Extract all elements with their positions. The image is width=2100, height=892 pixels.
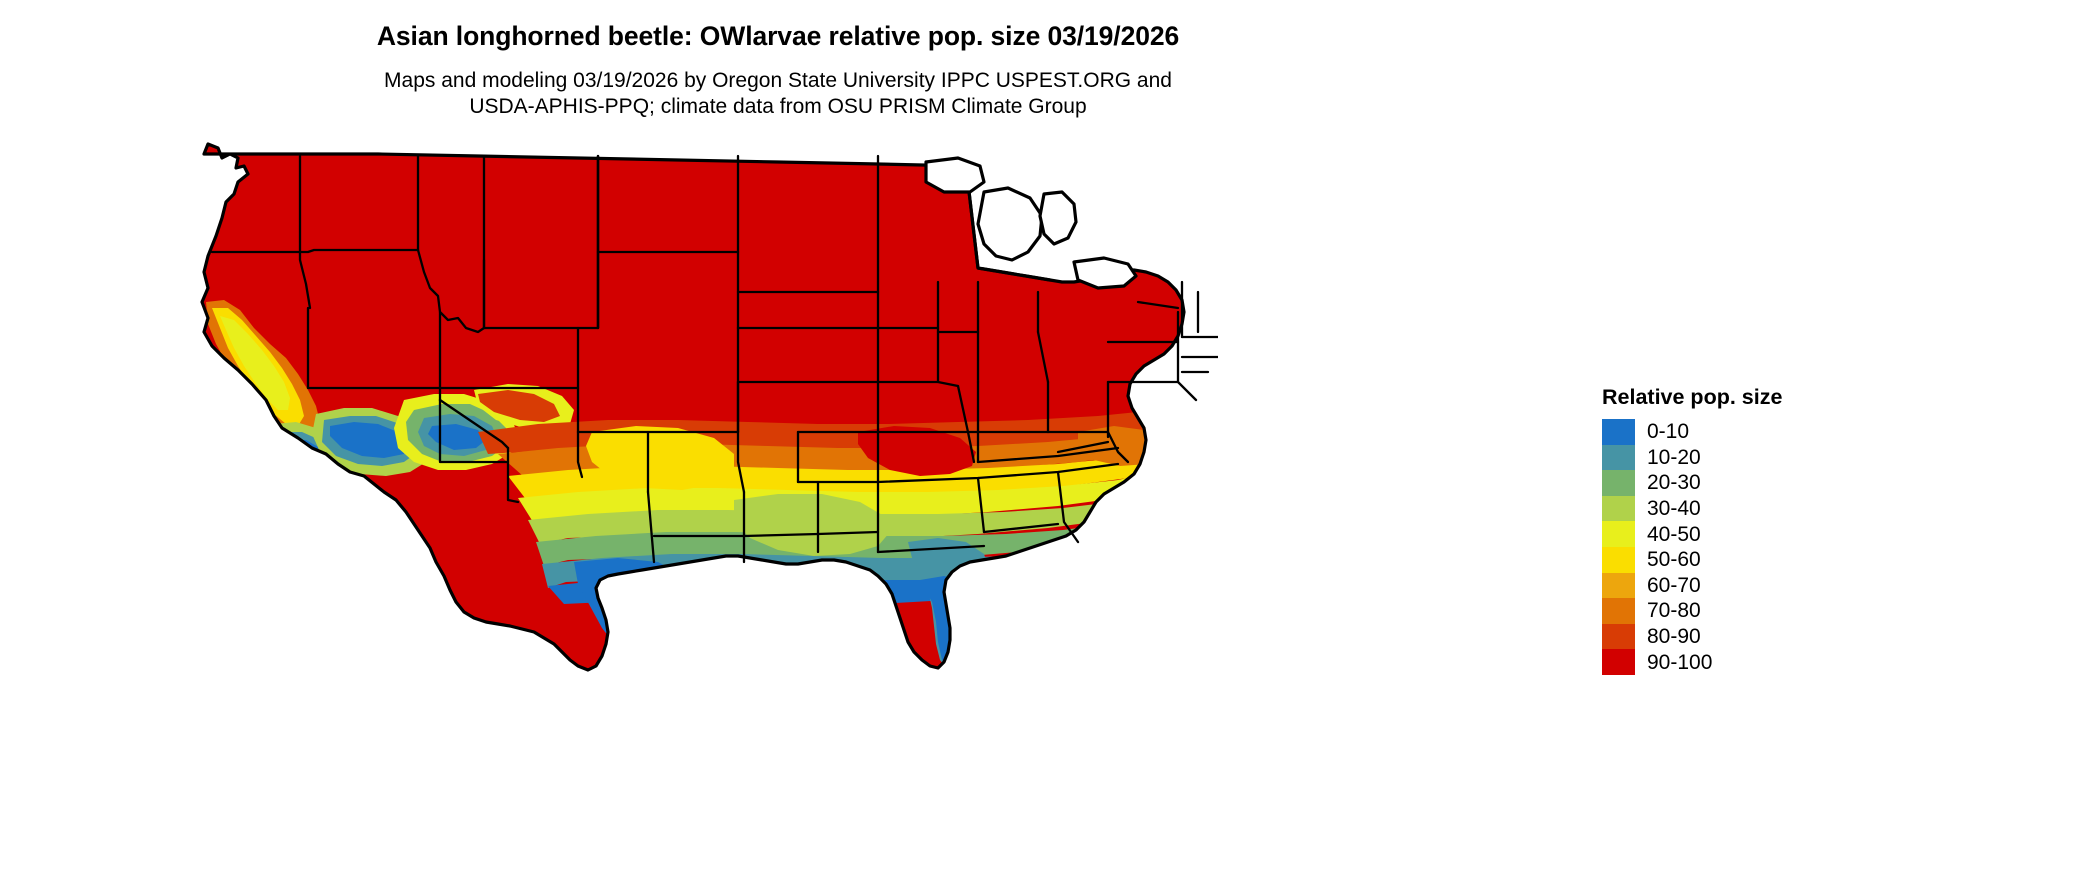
legend-item-label: 40-50: [1647, 522, 1701, 546]
al-ga-red-intrusion: [858, 426, 976, 476]
florida-keys: [948, 671, 972, 672]
band-0-10-colorado: [330, 422, 408, 458]
legend-color-swatch: [1602, 649, 1635, 675]
legend-item-label: 70-80: [1647, 599, 1701, 623]
map-legend: Relative pop. size 0-10 10-20 20-30 30-40 40…: [1602, 385, 1902, 675]
legend-rows: 0-10 10-20 20-30 30-40 40-50 50-60 60-70 70-80 8…: [1602, 419, 1902, 675]
map-subtitle: Maps and modeling 03/19/2026 by Oregon S…: [0, 68, 1556, 119]
legend-item-label: 80-90: [1647, 625, 1701, 649]
legend-color-swatch: [1602, 495, 1635, 522]
legend-item[interactable]: 10-20: [1602, 444, 1902, 471]
island-blob-1: [248, 460, 264, 468]
legend-item[interactable]: 50-60: [1602, 546, 1902, 573]
legend-item[interactable]: 40-50: [1602, 521, 1902, 547]
legend-item-label: 0-10: [1647, 420, 1690, 444]
legend-item-label: 60-70: [1647, 573, 1701, 597]
page-title: Asian longhorned beetle: OWlarvae relati…: [376, 21, 1180, 51]
etx-la-green: [734, 494, 890, 556]
legend-color-swatch: [1602, 521, 1635, 547]
legend-item[interactable]: 70-80: [1602, 598, 1902, 624]
legend-item[interactable]: 60-70: [1602, 572, 1902, 599]
band-40-50-ca: [220, 316, 290, 410]
legend-color-swatch: [1602, 623, 1635, 650]
legend-item[interactable]: 90-100: [1602, 649, 1902, 675]
legend-color-swatch: [1602, 598, 1635, 624]
legend-color-swatch: [1602, 546, 1635, 573]
map-header: Asian longhorned beetle: OWlarvae relati…: [0, 0, 1556, 119]
legend-item[interactable]: 20-30: [1602, 470, 1902, 496]
band-40-50-south: [518, 472, 1168, 522]
legend-item-label: 90-100: [1647, 650, 1713, 674]
island-blob-2: [264, 475, 276, 481]
us-choropleth-map: [178, 132, 1218, 672]
national-boundary: [200, 142, 1186, 672]
state-boundaries: [210, 154, 1218, 564]
legend-item[interactable]: 80-90: [1602, 623, 1902, 650]
legend-color-swatch: [1602, 470, 1635, 496]
island-blob-3: [277, 481, 287, 487]
subtitle-line-1: Maps and modeling 03/19/2026 by Oregon S…: [384, 69, 1172, 93]
legend-item-label: 20-30: [1647, 471, 1701, 495]
legend-title: Relative pop. size: [1602, 385, 1783, 409]
texas-panhandle-yellow: [586, 426, 734, 490]
legend-item-label: 10-20: [1647, 445, 1701, 469]
legend-item-label: 50-60: [1647, 548, 1701, 572]
legend-color-swatch: [1602, 572, 1635, 599]
us-map-svg: [200, 142, 1218, 672]
band-80-90-azfringe: [478, 390, 560, 422]
legend-color-swatch: [1602, 419, 1635, 445]
legend-color-swatch: [1602, 444, 1635, 471]
legend-item[interactable]: 0-10: [1602, 419, 1902, 445]
legend-item[interactable]: 30-40: [1602, 495, 1902, 522]
legend-item-label: 30-40: [1647, 497, 1701, 521]
band-0-10-az: [428, 424, 486, 450]
subtitle-line-2: USDA-APHIS-PPQ; climate data from OSU PR…: [469, 94, 1087, 118]
